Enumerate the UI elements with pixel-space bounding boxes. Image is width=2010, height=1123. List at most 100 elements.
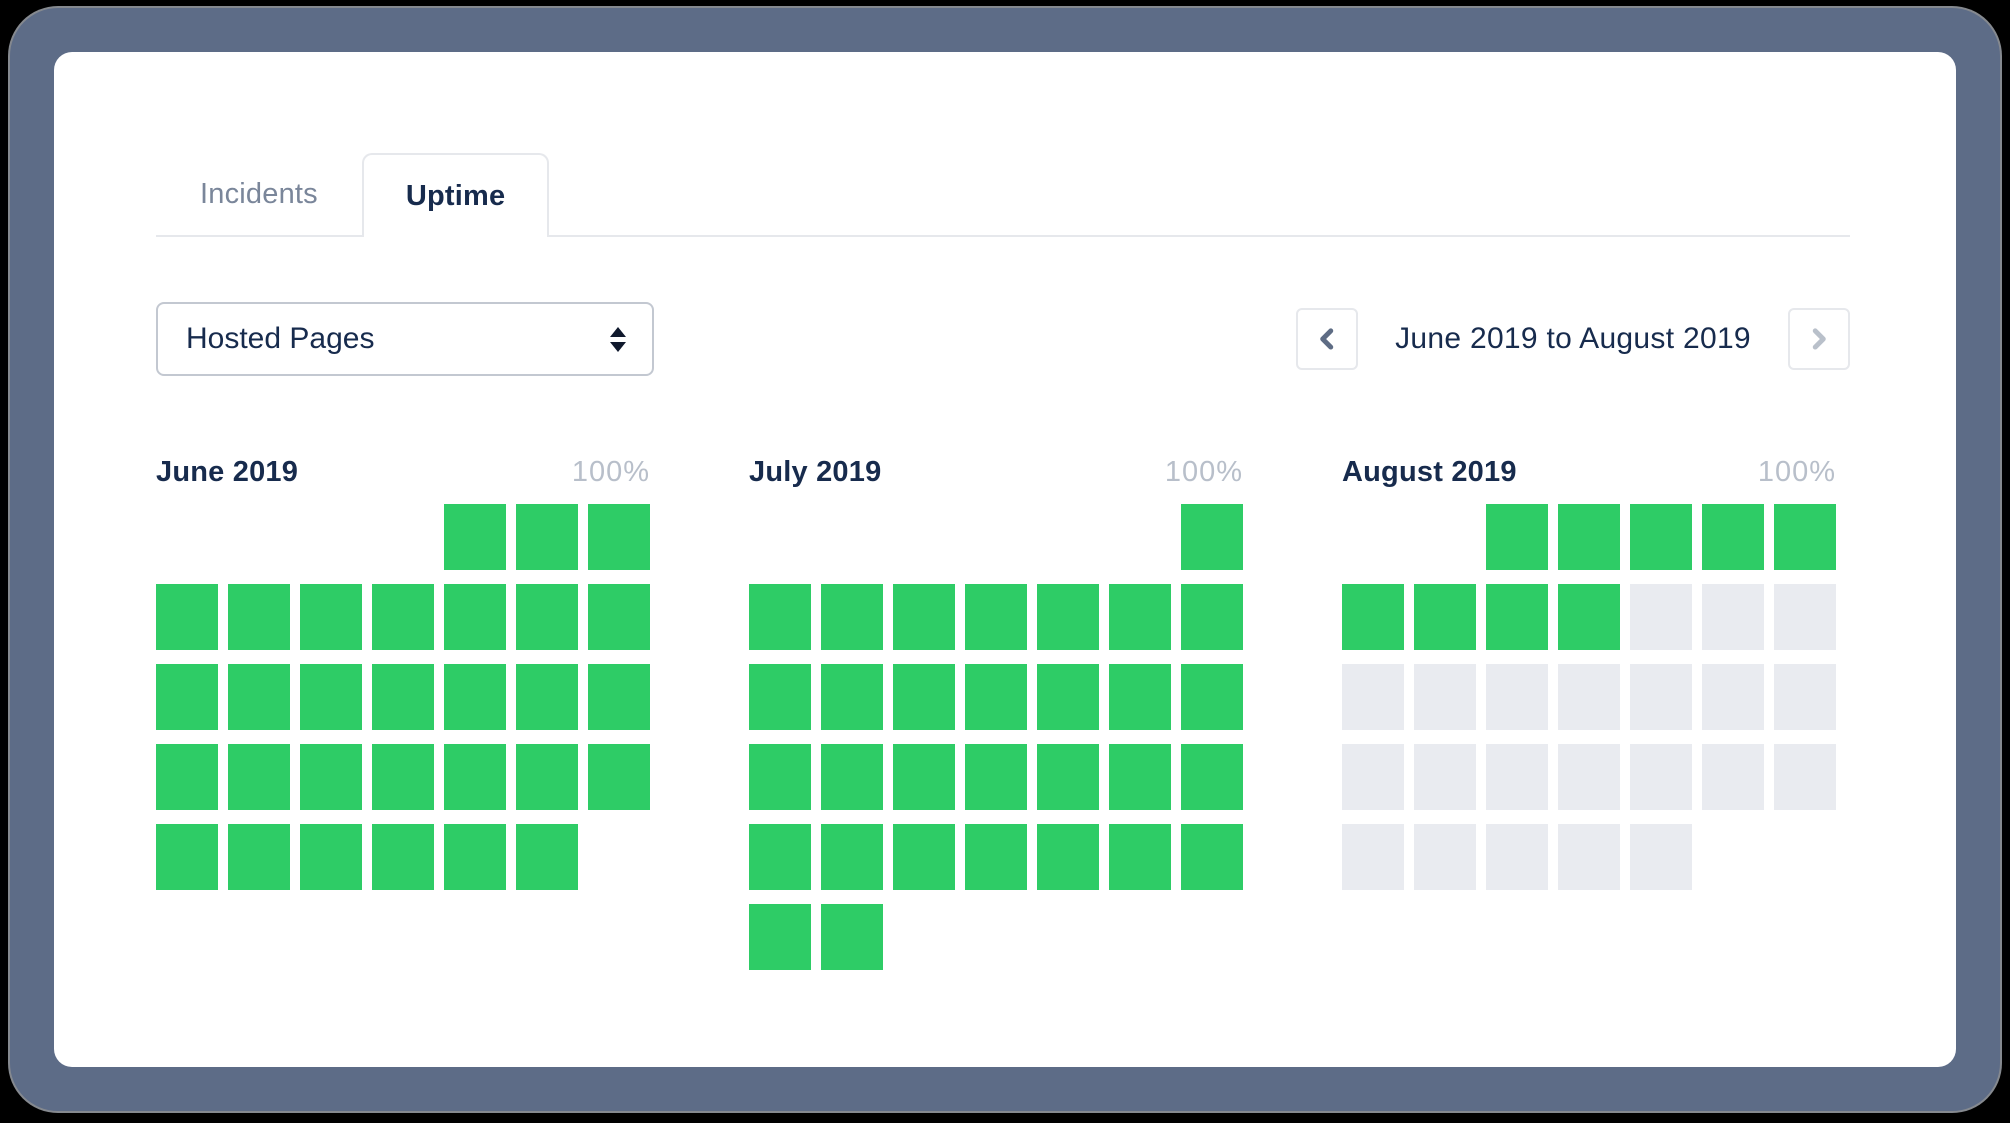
next-range-button[interactable] [1788,308,1850,370]
uptime-day-cell-operational[interactable] [749,744,811,810]
month-uptime-percentage: 100% [1164,456,1243,488]
uptime-day-cell-operational[interactable] [156,824,218,890]
uptime-day-cell-operational[interactable] [749,584,811,650]
uptime-day-cell-operational[interactable] [1558,504,1620,570]
uptime-day-cell-future [1774,744,1836,810]
uptime-day-cell-operational[interactable] [516,744,578,810]
uptime-day-cell-operational[interactable] [749,664,811,730]
uptime-day-cell-operational[interactable] [588,664,650,730]
uptime-day-cell-operational[interactable] [372,744,434,810]
uptime-day-cell-operational[interactable] [821,744,883,810]
empty-cell [749,504,811,570]
month-block: July 2019 100% [749,456,1243,970]
uptime-day-cell-operational[interactable] [1181,824,1243,890]
uptime-day-cell-operational[interactable] [300,664,362,730]
empty-cell [1414,504,1476,570]
month-grid [156,504,650,890]
uptime-day-cell-operational[interactable] [444,744,506,810]
uptime-day-cell-operational[interactable] [965,744,1027,810]
uptime-day-cell-operational[interactable] [821,824,883,890]
uptime-day-cell-operational[interactable] [1630,504,1692,570]
uptime-day-cell-operational[interactable] [1037,824,1099,890]
date-range-pager: June 2019 to August 2019 [1296,308,1850,370]
uptime-day-cell-operational[interactable] [228,664,290,730]
uptime-day-cell-operational[interactable] [1109,664,1171,730]
uptime-day-cell-operational[interactable] [1181,584,1243,650]
empty-cell [372,504,434,570]
uptime-day-cell-operational[interactable] [1181,744,1243,810]
uptime-day-cell-operational[interactable] [156,744,218,810]
month-uptime-percentage: 100% [1757,456,1836,488]
uptime-day-cell-operational[interactable] [228,824,290,890]
uptime-day-cell-future [1630,744,1692,810]
uptime-day-cell-operational[interactable] [372,584,434,650]
uptime-day-cell-operational[interactable] [516,584,578,650]
component-select[interactable]: Hosted Pages [156,302,654,376]
uptime-day-cell-operational[interactable] [749,824,811,890]
uptime-day-cell-operational[interactable] [1342,584,1404,650]
uptime-day-cell-operational[interactable] [893,664,955,730]
status-page-screen: Incidents Uptime Hosted Pages [54,52,1956,1067]
uptime-day-cell-operational[interactable] [444,824,506,890]
uptime-day-cell-operational[interactable] [965,584,1027,650]
uptime-day-cell-future [1558,824,1620,890]
uptime-day-cell-operational[interactable] [1181,504,1243,570]
uptime-day-cell-operational[interactable] [821,584,883,650]
uptime-day-cell-operational[interactable] [1414,584,1476,650]
uptime-day-cell-operational[interactable] [1109,744,1171,810]
uptime-day-cell-future [1414,744,1476,810]
uptime-day-cell-operational[interactable] [1181,664,1243,730]
uptime-day-cell-operational[interactable] [749,904,811,970]
uptime-day-cell-operational[interactable] [516,824,578,890]
uptime-day-cell-operational[interactable] [444,664,506,730]
previous-range-button[interactable] [1296,308,1358,370]
uptime-day-cell-operational[interactable] [1774,504,1836,570]
uptime-day-cell-operational[interactable] [893,744,955,810]
uptime-day-cell-operational[interactable] [444,584,506,650]
uptime-day-cell-operational[interactable] [372,824,434,890]
uptime-day-cell-future [1558,664,1620,730]
uptime-day-cell-operational[interactable] [965,664,1027,730]
uptime-day-cell-operational[interactable] [1486,504,1548,570]
uptime-day-cell-operational[interactable] [300,824,362,890]
uptime-day-cell-future [1630,584,1692,650]
uptime-day-cell-operational[interactable] [444,504,506,570]
uptime-day-cell-operational[interactable] [588,744,650,810]
month-name: June 2019 [156,456,299,488]
empty-cell [1109,504,1171,570]
uptime-day-cell-operational[interactable] [372,664,434,730]
empty-cell [893,504,955,570]
tab-incidents[interactable]: Incidents [156,153,362,235]
uptime-day-cell-operational[interactable] [228,744,290,810]
uptime-day-cell-operational[interactable] [1109,824,1171,890]
uptime-day-cell-operational[interactable] [588,504,650,570]
uptime-day-cell-operational[interactable] [1486,584,1548,650]
uptime-day-cell-operational[interactable] [1702,504,1764,570]
uptime-day-cell-operational[interactable] [1109,584,1171,650]
uptime-day-cell-operational[interactable] [156,664,218,730]
uptime-day-cell-operational[interactable] [893,824,955,890]
uptime-day-cell-operational[interactable] [893,584,955,650]
uptime-day-cell-operational[interactable] [300,584,362,650]
select-spinner-icon [610,326,626,352]
uptime-day-cell-future [1414,664,1476,730]
uptime-day-cell-operational[interactable] [300,744,362,810]
uptime-day-cell-operational[interactable] [516,664,578,730]
uptime-day-cell-operational[interactable] [588,584,650,650]
chevron-left-icon [1314,326,1340,352]
uptime-day-cell-operational[interactable] [228,584,290,650]
uptime-day-cell-operational[interactable] [1558,584,1620,650]
month-uptime-percentage: 100% [571,456,650,488]
uptime-day-cell-operational[interactable] [1037,744,1099,810]
uptime-day-cell-operational[interactable] [156,584,218,650]
uptime-day-cell-operational[interactable] [965,824,1027,890]
tab-uptime[interactable]: Uptime [361,153,550,237]
uptime-day-cell-operational[interactable] [821,904,883,970]
chevron-right-icon [1806,326,1832,352]
uptime-day-cell-operational[interactable] [1037,584,1099,650]
uptime-day-cell-operational[interactable] [516,504,578,570]
uptime-day-cell-future [1774,584,1836,650]
uptime-day-cell-operational[interactable] [1037,664,1099,730]
uptime-day-cell-future [1486,744,1548,810]
uptime-day-cell-operational[interactable] [821,664,883,730]
